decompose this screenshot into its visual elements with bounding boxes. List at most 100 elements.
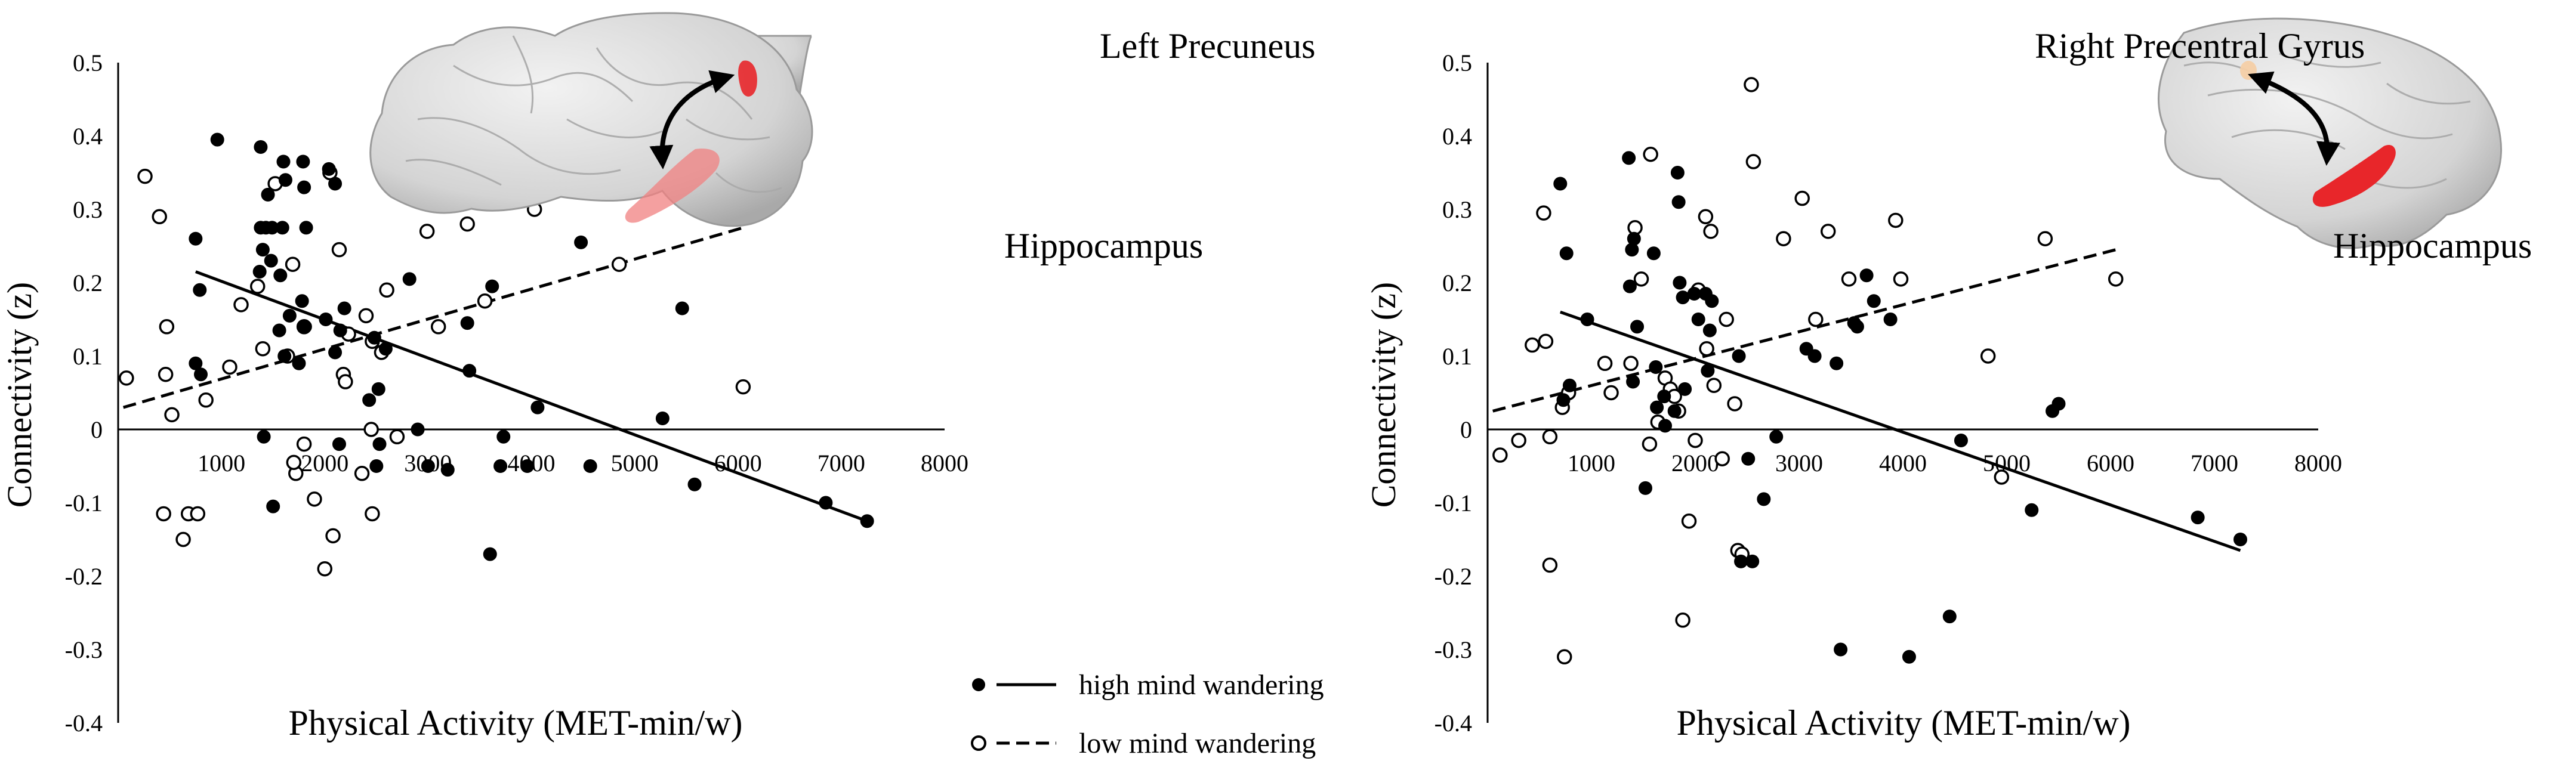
legend-marker-filled: [972, 678, 985, 691]
data-point-high: [297, 180, 311, 194]
data-point-low: [1893, 271, 1909, 287]
x-tick-label: 7000: [817, 450, 865, 477]
y-tick-label: 0.5: [73, 50, 103, 76]
data-point-high: [1830, 356, 1844, 370]
data-point-high: [278, 173, 292, 187]
data-point-low: [1776, 231, 1791, 246]
x-axis-title: Physical Activity (MET-min/w): [288, 703, 742, 743]
data-point-low: [156, 506, 171, 522]
y-tick-labels: 0.5 0.4 0.3 0.2 0.1 0 -0.1 -0.2 -0.3 -0.4: [1434, 50, 1472, 737]
roi-left-precuneus: [738, 60, 757, 97]
data-point-low: [1536, 205, 1551, 221]
data-point-low: [1623, 355, 1639, 372]
region-label-bottom: Hippocampus: [2333, 226, 2532, 265]
data-point-low: [158, 367, 174, 382]
data-point-low: [286, 454, 302, 471]
legend-label-high: high mind wandering: [1079, 669, 1324, 701]
data-point-high: [1650, 400, 1664, 415]
data-point-low: [119, 370, 134, 386]
data-point-low: [1888, 212, 1904, 228]
data-point-low: [1492, 447, 1508, 463]
y-tick-label: -0.4: [1434, 710, 1472, 737]
data-point-high: [530, 400, 545, 415]
data-point-high: [254, 140, 268, 154]
data-point-low: [1727, 396, 1742, 412]
data-point-high: [460, 316, 474, 330]
data-point-high: [1657, 389, 1671, 404]
data-point-high: [372, 437, 387, 451]
y-tick-label: 0: [1460, 416, 1472, 443]
data-point-high: [2025, 503, 2039, 517]
data-point-high: [2191, 511, 2205, 525]
data-point-high: [273, 268, 288, 283]
legend-item-high: high mind wandering: [972, 669, 1324, 701]
data-point-high: [440, 463, 455, 477]
y-axis-title: Connectivity (z): [0, 282, 39, 508]
data-point-low: [1525, 337, 1540, 353]
y-tick-label: -0.2: [65, 563, 103, 590]
data-point-low: [1719, 311, 1734, 327]
roi-hippocampus-right: [2312, 144, 2396, 207]
region-label-top: Right Precentral Gyrus: [2035, 26, 2365, 66]
data-point-low: [317, 561, 332, 577]
data-point-low: [1557, 649, 1572, 665]
data-point-high: [1625, 243, 1639, 257]
data-point-high: [332, 437, 346, 451]
brain-inset-lateral: [369, 12, 813, 227]
data-point-high: [272, 323, 286, 338]
data-point-low: [1681, 514, 1697, 529]
panel-right-precentral-gyrus: 0.5 0.4 0.3 0.2 0.1 0 -0.1 -0.2 -0.3 -0.4 1000 200…: [1364, 17, 2532, 743]
y-tick-label: 0: [91, 416, 103, 443]
data-point-high: [1556, 393, 1571, 407]
data-point-high: [1859, 268, 1874, 283]
data-point-high: [860, 514, 874, 528]
y-tick-label: -0.4: [65, 710, 103, 737]
data-point-high: [574, 235, 588, 249]
y-tick-label: 0.3: [73, 196, 103, 223]
y-axis-title: Connectivity (z): [1364, 282, 1403, 508]
y-tick-label: -0.2: [1434, 563, 1472, 590]
fit-line-low-mind-wandering: [1492, 248, 2117, 413]
data-point-low: [325, 528, 341, 544]
data-point-high: [1769, 429, 1784, 444]
data-point-high: [275, 221, 289, 235]
data-point-low: [198, 392, 214, 408]
data-point-high: [1673, 276, 1687, 290]
data-point-high: [264, 253, 278, 268]
y-tick-label: 0.1: [1442, 343, 1472, 370]
data-point-low: [1841, 271, 1857, 287]
data-point-high: [2233, 533, 2247, 546]
data-point-high: [257, 429, 271, 444]
data-point-high: [1942, 610, 1957, 624]
data-point-high: [1649, 360, 1663, 374]
fit-line-low-mind-wandering: [122, 226, 744, 409]
data-point-high: [496, 429, 511, 444]
data-point-low: [255, 341, 271, 357]
double-headed-curved-arrow-icon: [649, 70, 735, 169]
y-tick-labels: 0.5 0.4 0.3 0.2 0.1 0 -0.1 -0.2 -0.3 -0.4: [65, 50, 103, 737]
data-point-high: [1954, 433, 1968, 447]
data-point-low: [1511, 432, 1526, 448]
data-point-high: [493, 459, 508, 473]
data-point-high: [266, 499, 280, 514]
x-tick-label: 6000: [2087, 450, 2134, 477]
data-point-high: [411, 422, 425, 437]
region-label-bottom: Hippocampus: [1004, 226, 1203, 265]
data-point-high: [402, 272, 417, 286]
data-point-low: [137, 168, 153, 184]
data-point-low: [1820, 224, 1836, 239]
y-tick-label: 0.2: [73, 270, 103, 296]
x-axis-title: Physical Activity (MET-min/w): [1676, 703, 2130, 743]
data-point-low: [1706, 378, 1722, 393]
data-point-high: [1670, 166, 1685, 180]
data-point-high: [378, 342, 393, 356]
data-point-low: [1745, 154, 1761, 169]
data-point-high: [1638, 481, 1652, 495]
data-point-high: [819, 496, 833, 510]
data-point-high: [1678, 382, 1692, 396]
data-point-high: [299, 221, 313, 235]
legend-marker-open: [971, 735, 986, 751]
y-tick-label: 0.4: [1442, 123, 1472, 150]
data-point-high: [1734, 554, 1748, 568]
